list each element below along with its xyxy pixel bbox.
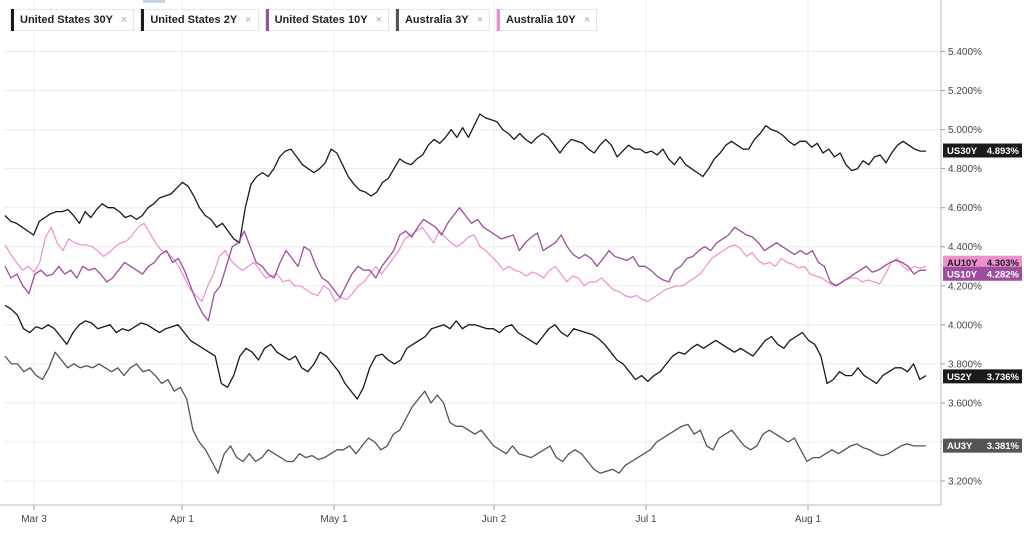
series-line-au10y bbox=[4, 222, 927, 302]
legend-swatch bbox=[497, 9, 500, 31]
x-tick-label: May 1 bbox=[320, 514, 348, 525]
y-tick-label: 5.000% bbox=[948, 125, 982, 136]
legend: United States 30Y × United States 2Y × U… bbox=[10, 9, 598, 31]
legend-swatch bbox=[265, 9, 269, 31]
value-tag-value: 4.303% bbox=[987, 258, 1020, 269]
y-tick-label: 3.600% bbox=[948, 398, 982, 409]
legend-item-us10y[interactable]: United States 10Y × bbox=[264, 9, 389, 31]
y-tick-label: 4.600% bbox=[948, 203, 982, 214]
close-icon[interactable]: × bbox=[375, 14, 382, 26]
y-tick-label: 4.000% bbox=[948, 320, 982, 331]
legend-label: Australia 10Y bbox=[506, 14, 576, 26]
x-tick-label: Mar 3 bbox=[21, 514, 47, 525]
legend-swatch bbox=[141, 9, 145, 31]
close-icon[interactable]: × bbox=[476, 14, 483, 26]
value-tag-us30y: US30Y 4.893% bbox=[943, 143, 1022, 158]
legend-label: United States 30Y bbox=[20, 14, 113, 26]
value-tag-name: US10Y bbox=[947, 269, 978, 280]
value-tag-au10y: AU10Y 4.303% bbox=[943, 255, 1022, 270]
legend-swatch bbox=[395, 9, 399, 31]
value-tag-name: US30Y bbox=[947, 146, 978, 157]
top-tab-indicator bbox=[143, 0, 165, 3]
x-tick-label: Jul 1 bbox=[635, 514, 657, 525]
legend-label: Australia 3Y bbox=[404, 14, 469, 26]
last-value-tags: US30Y 4.893% AU10Y 4.303% US10Y 4.282% US2Y 3.7… bbox=[943, 143, 1022, 453]
value-tag-us10y: US10Y 4.282% bbox=[943, 266, 1022, 281]
y-tick-label: 5.200% bbox=[948, 86, 982, 97]
value-tag-value: 4.282% bbox=[987, 269, 1020, 280]
x-tick-label: Apr 1 bbox=[170, 514, 194, 525]
y-tick-label: 4.400% bbox=[948, 242, 982, 253]
legend-label: United States 10Y bbox=[274, 14, 368, 26]
legend-swatch bbox=[11, 9, 14, 31]
series-line-us2y bbox=[4, 304, 927, 400]
series-line-us10y bbox=[4, 207, 926, 322]
value-tag-value: 3.381% bbox=[987, 441, 1020, 452]
value-tag-name: AU3Y bbox=[947, 441, 973, 452]
y-tick-label: 3.800% bbox=[948, 359, 982, 370]
x-tick-label: Aug 1 bbox=[795, 514, 822, 525]
series-line-us30y bbox=[4, 113, 926, 244]
legend-item-au3y[interactable]: Australia 3Y × bbox=[394, 9, 490, 31]
value-tag-au3y: AU3Y 3.381% bbox=[943, 438, 1022, 453]
x-tick-label: Jun 2 bbox=[482, 514, 507, 525]
value-tag-us2y: US2Y 3.736% bbox=[943, 369, 1022, 384]
y-tick-label: 4.800% bbox=[948, 164, 982, 175]
legend-item-au10y[interactable]: Australia 10Y × bbox=[496, 9, 598, 31]
close-icon[interactable]: × bbox=[120, 14, 128, 26]
close-icon[interactable]: × bbox=[583, 14, 591, 26]
series-lines bbox=[4, 113, 927, 474]
series-line-au3y bbox=[4, 351, 926, 474]
gridlines bbox=[4, 0, 941, 505]
close-icon[interactable]: × bbox=[245, 14, 252, 26]
y-tick-label: 3.200% bbox=[948, 477, 982, 488]
legend-item-us30y[interactable]: United States 30Y × bbox=[10, 9, 135, 31]
y-axis: 3.200%3.400%3.600%3.800%4.000%4.200%4.40… bbox=[940, 0, 982, 505]
x-axis: Mar 3 Apr 1 May 1 Jun 2 Jul 1 Aug 1 bbox=[0, 504, 941, 525]
legend-label: United States 2Y bbox=[150, 14, 238, 26]
value-tag-value: 4.893% bbox=[987, 146, 1020, 157]
y-tick-label: 4.200% bbox=[948, 281, 982, 292]
legend-item-us2y[interactable]: United States 2Y × bbox=[140, 9, 259, 31]
value-tag-name: AU10Y bbox=[947, 258, 978, 269]
value-tag-name: US2Y bbox=[947, 372, 972, 383]
y-tick-label: 5.400% bbox=[948, 47, 982, 58]
value-tag-value: 3.736% bbox=[987, 372, 1020, 383]
